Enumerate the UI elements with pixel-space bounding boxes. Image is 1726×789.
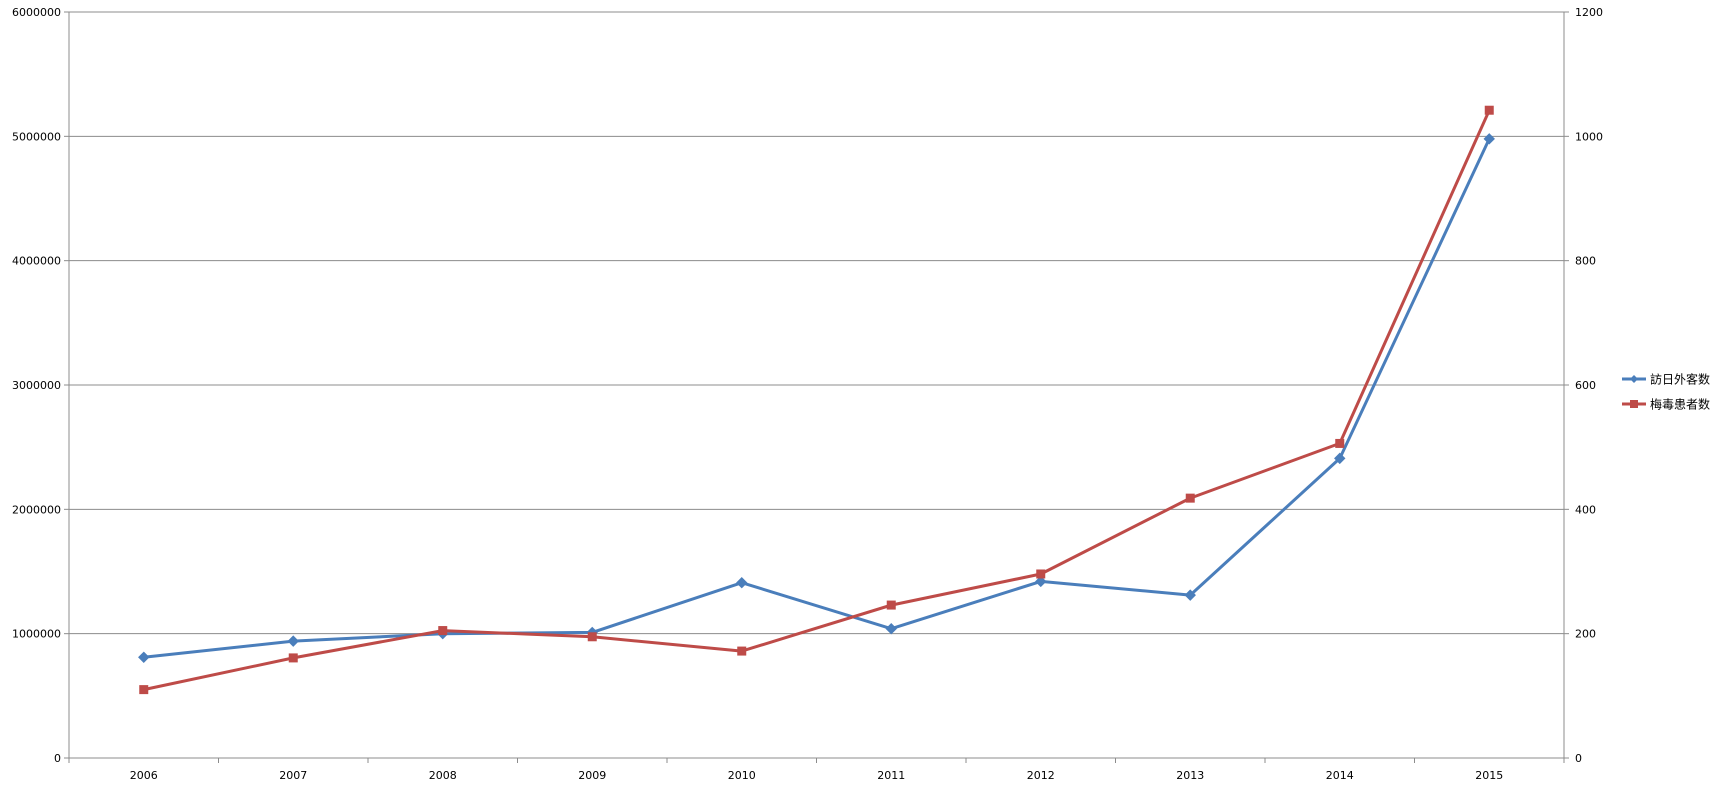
legend-item-1-marker xyxy=(1630,375,1638,383)
x-tick-label-2011: 2011 xyxy=(877,769,905,782)
legend-item-2-marker xyxy=(1630,400,1638,408)
right-tick-label-1200: 1200 xyxy=(1575,6,1603,19)
right-tick-label-0: 0 xyxy=(1575,752,1582,765)
series-1-line xyxy=(142,137,1491,659)
series-layer xyxy=(138,105,1495,695)
legend-item-2-label: 梅毒患者数 xyxy=(1650,397,1710,412)
right-tick-label-200: 200 xyxy=(1575,628,1596,641)
left-tick-label-0: 0 xyxy=(54,752,61,765)
series-1-point-2012 xyxy=(1035,575,1047,588)
series-2-point-2006 xyxy=(139,685,149,695)
series-2-point-2008 xyxy=(438,626,448,636)
left-tick-label-6000000: 6000000 xyxy=(12,6,61,19)
series-2-point-2007 xyxy=(288,653,298,663)
x-tick-label-2007: 2007 xyxy=(279,769,307,782)
series-1-point-2007 xyxy=(287,635,299,647)
left-tick-label-3000000: 3000000 xyxy=(12,379,61,392)
series-2-line xyxy=(142,108,1491,692)
x-tick-label-2012: 2012 xyxy=(1027,769,1055,782)
legend-item-1-label: 訪日外客数 xyxy=(1650,372,1710,387)
right-tick-label-400: 400 xyxy=(1575,503,1596,516)
series-1-point-2010 xyxy=(736,576,748,589)
left-tick-label-5000000: 5000000 xyxy=(12,130,61,143)
right-tick-label-1000: 1000 xyxy=(1575,130,1603,143)
series-1-point-2015 xyxy=(1483,133,1495,145)
x-tick-label-2008: 2008 xyxy=(429,769,457,782)
x-tick-label-2014: 2014 xyxy=(1326,769,1354,782)
right-tick-label-600: 600 xyxy=(1575,379,1596,392)
series-2-point-2010 xyxy=(737,646,747,656)
series-1-point-2006 xyxy=(138,651,150,663)
series-2-point-2009 xyxy=(587,632,597,642)
left-tick-label-1000000: 1000000 xyxy=(12,628,61,641)
series-2-point-2011 xyxy=(886,600,896,610)
tick-labels: 0100000020000003000000400000050000006000… xyxy=(12,6,1603,782)
grid-layer xyxy=(69,11,1564,635)
series-2-point-2015 xyxy=(1484,105,1494,115)
x-tick-label-2006: 2006 xyxy=(130,769,158,782)
series-2-point-2013 xyxy=(1185,493,1195,503)
series-2-point-2014 xyxy=(1335,438,1345,448)
series-2-point-2012 xyxy=(1036,569,1046,579)
x-tick-label-2010: 2010 xyxy=(728,769,756,782)
left-tick-label-2000000: 2000000 xyxy=(12,503,61,516)
axes-layer xyxy=(64,11,1569,763)
x-tick-label-2015: 2015 xyxy=(1475,769,1503,782)
x-tick-label-2009: 2009 xyxy=(578,769,606,782)
series-1-point-2013 xyxy=(1184,589,1196,601)
left-tick-label-4000000: 4000000 xyxy=(12,255,61,268)
series-1-point-2014 xyxy=(1334,452,1346,465)
x-tick-label-2013: 2013 xyxy=(1176,769,1204,782)
series-1-point-2011 xyxy=(885,622,897,635)
right-tick-label-800: 800 xyxy=(1575,255,1596,268)
